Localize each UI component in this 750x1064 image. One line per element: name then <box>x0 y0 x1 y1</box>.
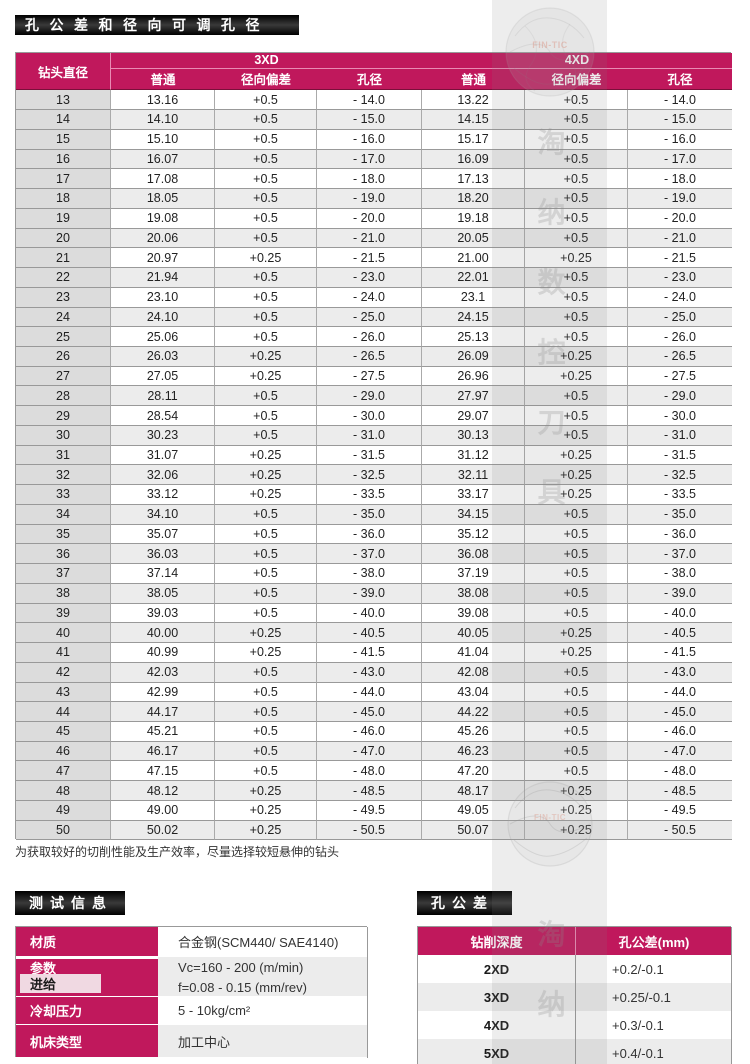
svg-text:FIN-TIC: FIN-TIC <box>532 40 568 50</box>
svg-text:FIN-TIC: FIN-TIC <box>534 813 566 822</box>
